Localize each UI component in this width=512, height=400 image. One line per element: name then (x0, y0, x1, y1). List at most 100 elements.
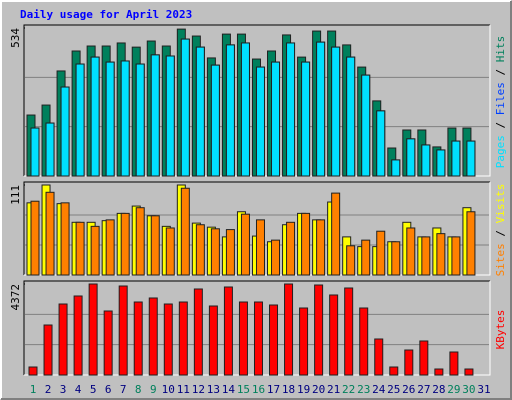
bar (105, 219, 115, 276)
x-tick-label: 29 (447, 383, 460, 396)
bar (90, 56, 100, 177)
bar (253, 301, 263, 376)
bar (88, 283, 98, 376)
bar (271, 239, 281, 276)
bar (406, 227, 416, 276)
panel-edge (23, 181, 490, 275)
x-tick-label: 26 (402, 383, 415, 396)
bar (346, 245, 356, 276)
bar (105, 61, 115, 177)
bar (163, 303, 173, 376)
bar (30, 127, 40, 177)
x-tick-label: 25 (387, 383, 400, 396)
bar (451, 140, 461, 177)
bar (421, 236, 431, 276)
bar (376, 110, 386, 177)
bar (286, 221, 296, 276)
bar (225, 229, 235, 276)
y-tick-label: 4372 (9, 284, 22, 311)
bar (255, 219, 265, 276)
bar (180, 38, 190, 177)
legend: Sites / Visits (494, 184, 507, 277)
bar (284, 283, 294, 376)
bar (28, 366, 38, 376)
bar (118, 285, 128, 376)
bar (193, 288, 203, 376)
x-tick-label: 21 (327, 383, 340, 396)
bar (150, 54, 160, 177)
bar (165, 55, 175, 177)
bar (464, 368, 474, 376)
bar (361, 74, 371, 177)
bar (73, 295, 83, 376)
bar (133, 301, 143, 376)
bar (255, 66, 265, 177)
bar (434, 368, 444, 376)
x-tick-label: 27 (417, 383, 430, 396)
legend-entry: Hits (494, 36, 507, 63)
x-tick-label: 9 (150, 383, 157, 396)
x-tick-label: 8 (135, 383, 142, 396)
legend-separator: / (494, 115, 507, 135)
bar (178, 301, 188, 376)
bar (240, 213, 250, 276)
bar (419, 340, 429, 376)
bar (195, 46, 205, 177)
bar (391, 159, 401, 177)
x-tick-label: 31 (477, 383, 490, 396)
legend: Pages / Files / Hits (494, 36, 507, 169)
x-tick-label: 10 (162, 383, 175, 396)
bar (45, 191, 55, 276)
bar (150, 215, 160, 276)
bar (374, 338, 384, 376)
bar (269, 304, 279, 376)
legend-separator: / (494, 223, 507, 243)
bar (331, 46, 341, 177)
chart-title: Daily usage for April 2023 (20, 8, 192, 21)
bar (314, 284, 324, 376)
bar (210, 228, 220, 276)
bar (135, 63, 145, 177)
bar (180, 187, 190, 276)
legend-entry: Sites (494, 243, 507, 276)
x-tick-label: 3 (60, 383, 67, 396)
panel-edge (23, 280, 490, 375)
bar (195, 224, 205, 276)
bar (210, 64, 220, 177)
x-tick-label: 5 (90, 383, 97, 396)
bar (436, 149, 446, 177)
bar (376, 230, 386, 276)
bar (45, 122, 55, 177)
x-tick-label: 7 (120, 383, 127, 396)
panel-edge (23, 24, 490, 176)
legend-entry: KBytes (494, 310, 507, 350)
x-tick-label: 18 (282, 383, 295, 396)
bar (391, 241, 401, 276)
bar (301, 61, 311, 177)
x-tick-label: 13 (207, 383, 220, 396)
bar (436, 233, 446, 276)
bar (58, 303, 68, 376)
bar (316, 41, 326, 177)
y-tick-label: 111 (9, 185, 22, 205)
y-tick-label: 534 (9, 28, 22, 48)
legend-entry: Pages (494, 135, 507, 168)
bar (135, 207, 145, 276)
bar (466, 211, 476, 276)
bar (466, 140, 476, 177)
bar (271, 61, 281, 177)
x-tick-label: 28 (432, 383, 445, 396)
x-tick-label: 1 (30, 383, 37, 396)
x-tick-label: 23 (357, 383, 370, 396)
bar (60, 202, 70, 276)
bar (240, 42, 250, 177)
x-tick-label: 20 (312, 383, 325, 396)
bar (301, 212, 311, 276)
bar (346, 56, 356, 177)
bar (90, 225, 100, 276)
x-tick-label: 2 (45, 383, 52, 396)
bar (389, 366, 399, 376)
